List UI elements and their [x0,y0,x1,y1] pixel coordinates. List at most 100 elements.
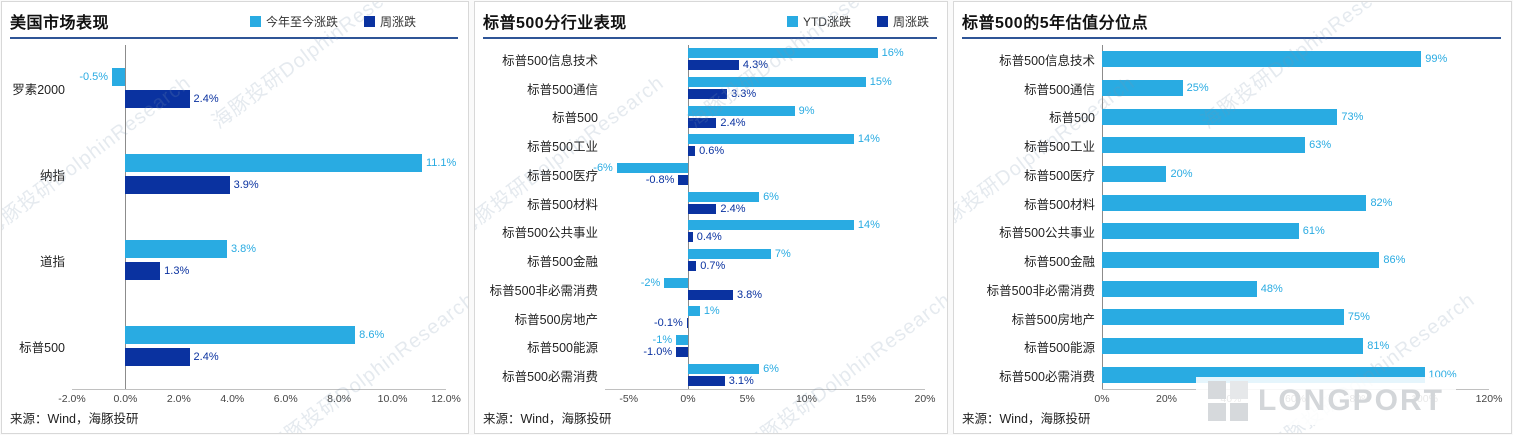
axis-tick-label: 120% [1475,393,1503,405]
chart-header: 标普500的5年估值分位点 [962,8,1501,39]
axis-tick-label: 15% [855,393,877,405]
source-note: 来源：Wind，海豚投研 [10,412,139,426]
bar-value-label: -2% [640,276,661,289]
bar-value-label: 86% [1383,254,1406,266]
bar [686,318,688,329]
axis-tick-label: 8.0% [327,393,352,405]
bar [687,220,854,231]
bar-value-label: 75% [1347,311,1370,324]
bar [616,163,688,173]
bar [687,203,717,214]
axis-tick-label: 4.0% [220,393,245,405]
category-label: 标普500公共事业 [999,226,1095,241]
bar [687,232,693,243]
zero-axis-line [125,45,127,389]
bar [1102,166,1167,182]
bar-value-label: 0.6% [699,145,725,158]
chart-title: 标普500的5年估值分位点 [962,15,1149,32]
us-market-chart-panel: 海豚投研DolphinResearch 海豚投研DolphinResearch … [1,1,469,434]
category-label: 标普500金融 [527,255,598,270]
bar-value-label: 14% [857,133,880,146]
bar [687,60,739,71]
source-note: 来源：Wind，海豚投研 [962,412,1091,426]
bar [1102,108,1338,125]
bar-value-label: 4.3% [742,59,768,72]
bar-value-label: 2.4% [193,93,219,105]
legend: 今年至今涨跌 周涨跌 [249,13,416,30]
category-label: 标普500信息技术 [502,53,598,68]
bar-value-label: 3.8% [737,288,763,301]
legend-item-ytd: 今年至今涨跌 [249,13,338,30]
bar-value-label: 82% [1370,196,1393,209]
bar [687,146,696,157]
legend-swatch-week [876,15,888,27]
chart-title: 标普500分行业表现 [483,15,627,32]
bar [1102,223,1299,240]
sp500-valuation-chart-panel: 海豚投研DolphinResearch 海豚投研DolphinResearch … [953,1,1512,434]
axis-tick-label: 2.0% [166,393,191,405]
bar-value-label: 2.4% [193,351,219,363]
plot-area: -0.5% 11.1% 3.8% 8.6% 2.4% 3.9% 1.3% 2.4% [72,45,456,390]
bar [1102,338,1364,354]
bar [687,117,717,128]
axis-tick-label: 0.0% [113,393,138,405]
axis-tick-label: 10.0% [377,393,408,405]
bar [687,375,725,386]
bar-value-label: -1% [652,334,673,346]
bar [687,306,700,317]
legend-label-week: 周涨跌 [379,14,416,29]
axis-tick-label: 10% [795,393,817,405]
bar-value-label: 0.7% [700,260,726,272]
x-axis: -5% 0% 5% 10% 15% 20% [605,390,935,407]
category-label: 标普500医疗 [527,168,598,183]
category-label: 标普500材料 [1024,197,1095,212]
category-label: 标普500通信 [527,82,598,97]
category-label: 罗素2000 [12,82,65,97]
chart-title: 美国市场表现 [10,15,110,32]
category-label: 道指 [39,255,65,270]
axis-tick-label: 6.0% [273,393,298,405]
bar-value-label: -0.5% [79,71,109,83]
bar [687,89,728,99]
category-label: 标普500 [1049,111,1095,126]
zero-axis-line [1102,45,1103,389]
category-label: 标普500能源 [527,341,598,356]
bar-value-label: 3.3% [731,88,757,100]
bar [112,68,126,86]
axis-tick-label: 20% [914,393,936,405]
bar-value-label: 73% [1341,110,1364,123]
category-label: 标普500工业 [1024,140,1095,155]
bar-value-label: -6% [593,162,613,174]
bar [687,249,771,259]
bar [687,77,866,87]
bar [125,262,161,280]
bar [687,105,795,116]
bar-value-label: 1% [703,305,720,318]
legend-swatch-ytd [249,15,261,27]
category-label: 标普500通信 [1024,82,1095,97]
legend-label-week: 周涨跌 [892,14,929,29]
bar [1102,194,1367,211]
bar-value-label: 61% [1302,225,1325,238]
bar-value-label: 11.1% [425,157,457,169]
bar [664,277,688,288]
bar [676,347,688,357]
bar [687,289,733,300]
legend-swatch-ytd [786,15,798,27]
bar [687,48,878,59]
bar-value-label: 1.3% [164,265,190,277]
bar [1102,280,1257,297]
longport-logo: LONGPORT [1196,377,1456,425]
category-label: 标普500信息技术 [999,53,1095,68]
chart-body: 罗素2000 纳指 道指 标普500 -0.5% 11.1% 3.8% 8.6% 2.4% 3.… [10,45,458,390]
bar [125,176,230,194]
chart-header: 标普500分行业表现 YTD涨跌 周涨跌 [483,8,937,39]
legend: YTD涨跌 周涨跌 [786,13,929,30]
zero-axis-line [687,45,689,389]
legend-label-ytd: 今年至今涨跌 [265,14,338,29]
bar [125,326,356,344]
bar [1102,80,1183,96]
chart-body: 标普500信息技术 标普500通信 标普500 标普500工业 标普500医疗 标普500… [962,45,1501,390]
legend-label-ytd: YTD涨跌 [802,14,851,29]
